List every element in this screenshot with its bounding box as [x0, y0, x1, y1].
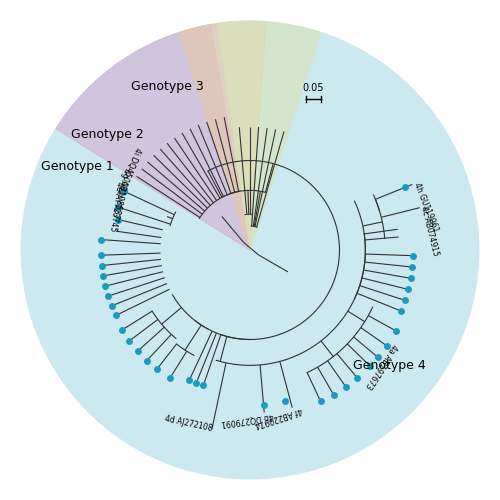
Wedge shape [180, 22, 266, 250]
Text: Genotype 4: Genotype 4 [354, 359, 426, 372]
Text: Genotype 2: Genotype 2 [71, 128, 144, 141]
Text: 0.05: 0.05 [302, 83, 324, 93]
Text: 4c AB074915: 4c AB074915 [420, 206, 440, 257]
Text: 4g AB108537: 4g AB108537 [110, 168, 130, 220]
Text: 4a AB197673: 4a AB197673 [364, 342, 399, 390]
Text: Genotype 3: Genotype 3 [130, 80, 204, 94]
Text: 4h GU119961: 4h GU119961 [412, 182, 440, 233]
Text: 4d AJ272108: 4d AJ272108 [164, 414, 213, 434]
Text: Genotype 1: Genotype 1 [41, 160, 114, 173]
Circle shape [22, 22, 478, 478]
Wedge shape [56, 25, 250, 250]
Text: 4b DQ279091: 4b DQ279091 [220, 411, 274, 428]
Text: 4e AY723745: 4e AY723745 [108, 180, 124, 232]
Text: 4f AB220974: 4f AB220974 [254, 404, 303, 428]
Text: 4i DQ450072: 4i DQ450072 [114, 146, 142, 196]
Wedge shape [218, 22, 320, 250]
